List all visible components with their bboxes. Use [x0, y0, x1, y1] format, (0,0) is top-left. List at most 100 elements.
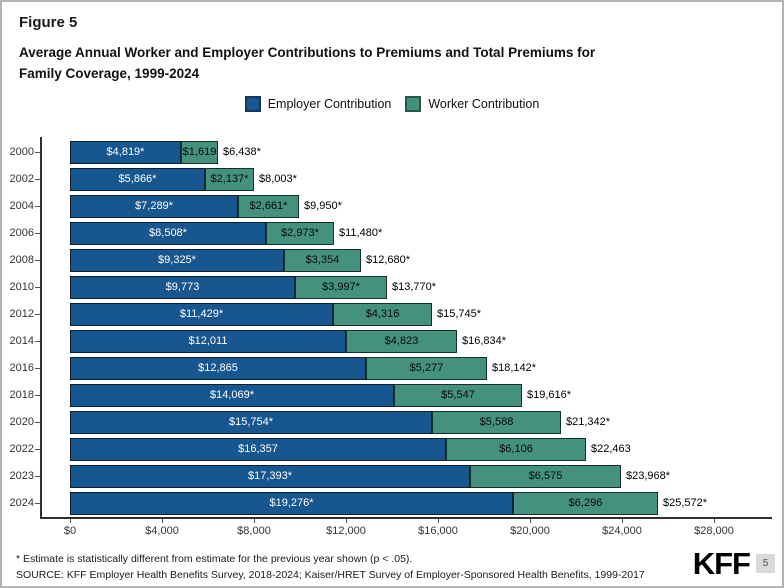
total-value-label: $13,770* [392, 281, 437, 293]
bar-worker: $5,547 [394, 384, 522, 407]
bar-employer: $19,276* [70, 492, 513, 515]
bar-employer: $16,357 [70, 438, 446, 461]
worker-value-label: $2,973* [281, 227, 319, 239]
bar-employer: $7,289* [70, 195, 238, 218]
bar-employer: $12,011 [70, 330, 346, 353]
y-axis-tick [35, 179, 40, 180]
y-axis-line [40, 137, 42, 519]
year-label: 2000 [9, 146, 34, 158]
worker-value-label: $5,588 [479, 416, 514, 428]
worker-value-label: $6,296 [568, 497, 603, 509]
employer-value-label: $16,357 [238, 443, 278, 455]
y-axis-tick [35, 476, 40, 477]
employer-value-label: $11,429* [179, 308, 224, 320]
x-axis-line [40, 517, 772, 519]
y-axis-tick [35, 206, 40, 207]
employer-swatch-icon [244, 96, 261, 112]
y-axis-tick [35, 449, 40, 450]
worker-value-label: $4,316 [365, 308, 400, 320]
y-axis-tick [35, 233, 40, 234]
page-number-badge: 5 [756, 554, 775, 573]
employer-value-label: $12,865 [198, 362, 238, 374]
y-axis-tick [35, 395, 40, 396]
employer-value-label: $5,866* [118, 173, 157, 185]
x-axis-tick-label: $12,000 [326, 525, 366, 537]
total-value-label: $18,142* [492, 362, 537, 374]
logo-block: KFF 5 [693, 548, 775, 579]
employer-value-label: $7,289* [135, 200, 173, 212]
bar-worker: $5,277 [366, 357, 487, 380]
employer-value-label: $9,773 [165, 281, 200, 293]
employer-value-label: $14,069* [209, 389, 255, 401]
y-axis-tick [35, 503, 40, 504]
chart-title-line2: Family Coverage, 1999-2024 [19, 66, 200, 81]
x-axis-tick-label: $4,000 [145, 525, 179, 537]
y-axis-tick [35, 152, 40, 153]
total-value-label: $8,003* [259, 173, 297, 185]
employer-value-label: $19,276* [269, 497, 314, 509]
worker-value-label: $6,106 [499, 443, 533, 455]
total-value-label: $12,680* [366, 254, 411, 266]
x-axis-tick-label: $28,000 [694, 525, 734, 537]
x-axis-tick-label: $16,000 [418, 525, 458, 537]
bar-worker: $6,575 [470, 465, 621, 488]
bar-worker: $5,588 [432, 411, 561, 434]
source-line: SOURCE: KFF Employer Health Benefits Sur… [16, 569, 645, 581]
employer-value-label: $15,754* [228, 416, 274, 428]
x-axis-tick-label: $8,000 [237, 525, 271, 537]
x-axis-tick [70, 519, 71, 523]
bar-employer: $5,866* [70, 168, 205, 191]
bar-worker: $4,823 [346, 330, 457, 353]
worker-value-label: $2,661* [249, 200, 288, 212]
total-value-label: $21,342* [566, 416, 611, 428]
x-axis-tick [530, 519, 531, 523]
year-label: 2012 [9, 308, 34, 320]
total-value-label: $15,745* [437, 308, 482, 320]
bar-employer: $11,429* [70, 303, 333, 326]
bar-employer: $14,069* [70, 384, 394, 407]
worker-swatch-icon [405, 96, 422, 112]
bar-employer: $8,508* [70, 222, 266, 245]
employer-value-label: $12,011 [188, 335, 228, 347]
y-axis-tick [35, 368, 40, 369]
bar-worker: $4,316 [333, 303, 432, 326]
employer-value-label: $8,508* [149, 227, 187, 239]
bar-worker: $6,106 [446, 438, 586, 461]
chart-title: Average Annual Worker and Employer Contr… [19, 42, 759, 84]
worker-value-label: $1,619 [182, 146, 217, 158]
legend-employer-label: Employer Contribution [267, 97, 392, 111]
year-label: 2016 [9, 362, 34, 374]
x-axis-tick [162, 519, 163, 523]
employer-value-label: $17,393* [247, 470, 293, 482]
total-value-label: $22,463 [591, 443, 631, 455]
legend: Employer Contribution Worker Contributio… [2, 96, 782, 112]
x-axis-tick [622, 519, 623, 523]
bar-worker: $2,661* [238, 195, 299, 218]
stacked-bar-chart: $0 $4,000 $8,000 $12,000 $16,000 $20,000 $24,0… [2, 133, 782, 541]
bar-worker: $6,296 [513, 492, 658, 515]
figure-label: Figure 5 [19, 14, 78, 31]
bar-worker: $2,973* [266, 222, 334, 245]
year-label: 2006 [9, 227, 34, 239]
year-label: 2024 [9, 497, 34, 509]
bar-worker: $1,619 [181, 141, 218, 164]
employer-value-label: $9,325* [158, 254, 196, 266]
year-label: 2020 [9, 416, 34, 428]
footnote: * Estimate is statistically different fr… [16, 553, 413, 565]
x-axis-tick [254, 519, 255, 523]
bar-employer: $15,754* [70, 411, 432, 434]
x-axis-tick [438, 519, 439, 523]
total-value-label: $19,616* [527, 389, 572, 401]
x-axis-tick [346, 519, 347, 523]
legend-item-worker: Worker Contribution [405, 96, 539, 112]
total-value-label: $6,438* [223, 146, 261, 158]
total-value-label: $9,950* [304, 200, 342, 212]
worker-value-label: $5,547 [441, 389, 475, 401]
x-axis-tick-label: $24,000 [602, 525, 642, 537]
total-value-label: $23,968* [626, 470, 671, 482]
worker-value-label: $6,575 [528, 470, 563, 482]
worker-value-label: $3,997* [322, 281, 360, 293]
worker-value-label: $2,137* [210, 173, 249, 185]
y-axis-tick [35, 422, 40, 423]
